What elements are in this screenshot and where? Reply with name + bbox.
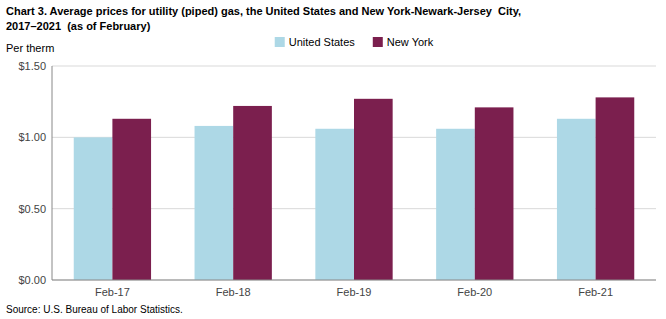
grid-line — [52, 280, 656, 281]
bar — [436, 129, 475, 280]
x-tick-label: Feb-21 — [578, 286, 613, 298]
y-tick-label: $0.00 — [18, 274, 46, 286]
y-tick-label: $1.00 — [18, 131, 46, 143]
x-axis-line — [52, 280, 656, 281]
y-axis-line — [52, 66, 53, 280]
legend-label: New York — [387, 36, 434, 48]
chart: Chart 3. Average prices for utility (pip… — [0, 0, 666, 319]
x-tick-label: Feb-17 — [95, 286, 130, 298]
bar — [557, 119, 596, 280]
y-tick-label: $1.50 — [18, 60, 46, 72]
y-axis-label: Per therm — [6, 42, 54, 54]
y-tick-label: $0.50 — [18, 203, 46, 215]
bar — [315, 129, 354, 280]
bar — [354, 99, 393, 280]
bar — [475, 107, 514, 280]
x-tick-label: Feb-20 — [457, 286, 492, 298]
grid — [52, 66, 656, 280]
grid-line — [52, 66, 656, 67]
legend-swatch — [373, 37, 383, 47]
bar — [233, 106, 272, 280]
subtitle: 2017–2021 (as of February) — [6, 20, 151, 32]
legend-swatch — [275, 37, 285, 47]
title: Chart 3. Average prices for utility (pip… — [6, 5, 521, 17]
x-tick-label: Feb-19 — [337, 286, 372, 298]
bar — [112, 119, 151, 280]
bar — [74, 137, 113, 280]
bar — [195, 126, 234, 280]
legend: United States New York — [275, 36, 434, 48]
legend-label: United States — [289, 36, 356, 48]
bar — [596, 97, 635, 280]
x-tick-label: Feb-18 — [216, 286, 251, 298]
bars — [74, 97, 635, 280]
source: Source: U.S. Bureau of Labor Statistics. — [6, 304, 183, 315]
